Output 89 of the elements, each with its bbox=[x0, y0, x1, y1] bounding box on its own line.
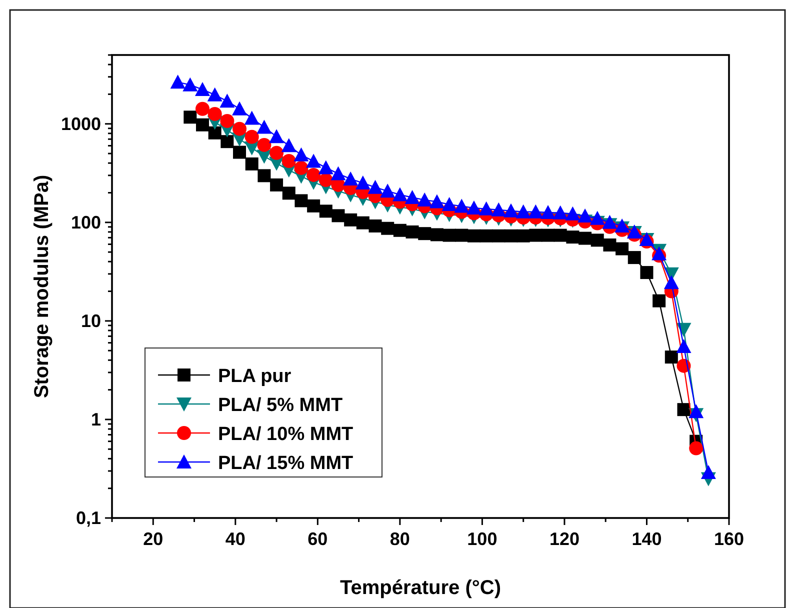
point bbox=[392, 187, 408, 202]
point bbox=[652, 294, 666, 308]
point bbox=[318, 160, 334, 174]
point bbox=[184, 110, 197, 124]
point bbox=[404, 190, 420, 204]
point bbox=[194, 82, 210, 96]
point bbox=[652, 246, 667, 260]
legend-label: PLA/ 5% MMT bbox=[218, 395, 343, 416]
point bbox=[540, 205, 556, 220]
point bbox=[700, 464, 716, 479]
point bbox=[232, 122, 247, 136]
point bbox=[220, 135, 234, 148]
point bbox=[269, 129, 284, 144]
point bbox=[330, 166, 346, 180]
x-tick-label: 120 bbox=[549, 529, 580, 549]
x-axis-title: Température (°C) bbox=[340, 577, 501, 599]
point bbox=[282, 186, 296, 200]
point bbox=[478, 201, 494, 216]
point bbox=[602, 214, 618, 229]
legend-label: PLA pur bbox=[218, 366, 292, 387]
point bbox=[614, 218, 630, 232]
point bbox=[343, 171, 358, 186]
x-tick-label: 60 bbox=[308, 529, 328, 549]
y-tick-label: 0,1 bbox=[76, 508, 101, 528]
x-tick-label: 100 bbox=[467, 529, 498, 549]
y-tick-label: 1 bbox=[90, 409, 101, 430]
point bbox=[196, 118, 209, 132]
point bbox=[664, 350, 678, 364]
y-tick-label: 1000 bbox=[60, 114, 101, 134]
point bbox=[491, 202, 506, 216]
point bbox=[676, 358, 691, 373]
point bbox=[454, 198, 470, 213]
x-tick-label: 140 bbox=[632, 529, 662, 549]
point bbox=[182, 77, 198, 92]
point bbox=[220, 94, 235, 108]
point bbox=[306, 154, 322, 168]
point bbox=[664, 275, 679, 290]
point bbox=[195, 102, 210, 116]
point bbox=[244, 110, 260, 125]
point bbox=[442, 196, 457, 211]
point bbox=[282, 154, 296, 168]
point bbox=[503, 203, 518, 218]
point bbox=[417, 192, 432, 206]
y-axis-title: Storage modulus (MPa) bbox=[31, 174, 53, 398]
y-tick-label: 100 bbox=[70, 212, 101, 232]
point bbox=[528, 204, 544, 218]
point bbox=[578, 208, 593, 223]
point bbox=[516, 204, 531, 218]
point bbox=[245, 157, 258, 170]
point bbox=[590, 210, 605, 225]
y-tick-label: 10 bbox=[80, 310, 101, 331]
point bbox=[429, 194, 444, 208]
point bbox=[170, 74, 186, 89]
point bbox=[294, 194, 308, 208]
point bbox=[233, 146, 246, 159]
point bbox=[294, 147, 309, 162]
point bbox=[306, 168, 321, 182]
point bbox=[207, 87, 222, 102]
x-tick-label: 20 bbox=[143, 529, 164, 549]
point bbox=[688, 404, 704, 418]
point bbox=[380, 184, 396, 198]
point bbox=[270, 146, 284, 160]
point bbox=[616, 242, 629, 256]
point bbox=[258, 169, 271, 182]
point bbox=[640, 266, 654, 280]
point bbox=[232, 101, 248, 116]
point bbox=[257, 138, 272, 152]
point bbox=[256, 120, 272, 134]
point bbox=[318, 173, 333, 188]
point bbox=[628, 251, 641, 264]
point bbox=[281, 138, 296, 152]
point bbox=[676, 339, 692, 354]
point bbox=[208, 126, 222, 140]
x-tick-label: 160 bbox=[714, 529, 744, 549]
point bbox=[208, 106, 222, 121]
point bbox=[368, 180, 383, 194]
point bbox=[677, 403, 690, 416]
legend-label: PLA/ 10% MMT bbox=[218, 424, 354, 445]
point bbox=[294, 160, 308, 175]
point bbox=[552, 205, 568, 220]
point bbox=[355, 176, 370, 190]
point bbox=[270, 178, 284, 192]
x-tick-label: 80 bbox=[390, 529, 410, 549]
point bbox=[689, 441, 704, 456]
point bbox=[244, 130, 259, 144]
x-tick-label: 40 bbox=[225, 529, 246, 549]
point bbox=[565, 206, 580, 220]
legend-label: PLA/ 15% MMT bbox=[218, 453, 354, 474]
point bbox=[220, 114, 234, 128]
